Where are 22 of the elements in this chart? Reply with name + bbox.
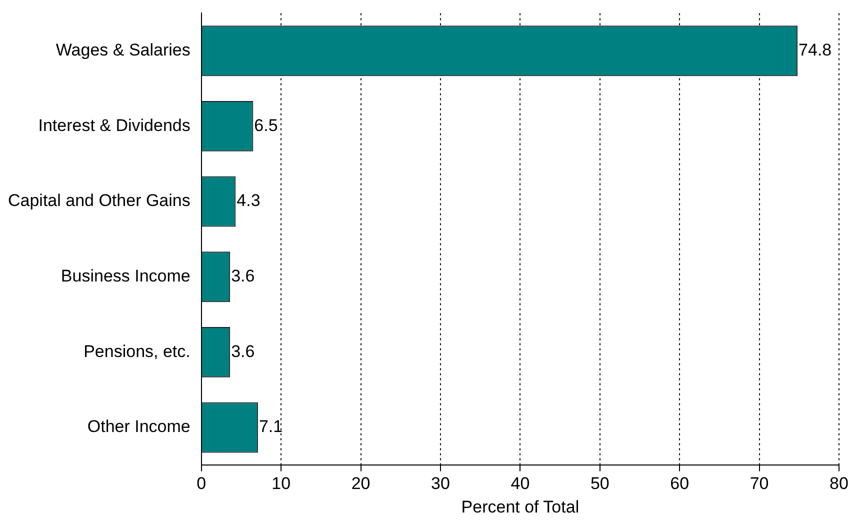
x-tick-label: 40 bbox=[510, 474, 530, 494]
y-tick-label: Interest & Dividends bbox=[38, 116, 190, 135]
y-tick-label: Capital and Other Gains bbox=[8, 191, 190, 210]
x-axis-title: Percent of Total bbox=[461, 497, 580, 516]
x-tick-label: 20 bbox=[351, 474, 370, 494]
data-label: 3.6 bbox=[231, 266, 255, 286]
y-tick-label: Wages & Salaries bbox=[56, 40, 190, 60]
x-tick-label: 10 bbox=[272, 474, 291, 494]
y-tick-label: Business Income bbox=[60, 266, 190, 286]
data-label: 4.3 bbox=[236, 191, 260, 210]
y-tick-label: Other Income bbox=[87, 417, 190, 436]
x-tick-label: 80 bbox=[830, 474, 848, 494]
x-tick-label: 70 bbox=[750, 474, 769, 494]
x-tick-label: 0 bbox=[196, 474, 206, 494]
y-tick-label: Pensions, etc. bbox=[84, 342, 190, 361]
x-tick-label: 30 bbox=[431, 474, 450, 494]
x-tick-label: 60 bbox=[670, 474, 690, 494]
data-label: 74.8 bbox=[798, 40, 832, 60]
data-label: 7.1 bbox=[258, 417, 283, 436]
data-label: 3.6 bbox=[231, 342, 255, 361]
data-label: 6.5 bbox=[254, 116, 278, 135]
x-tick-label: 50 bbox=[590, 474, 610, 494]
